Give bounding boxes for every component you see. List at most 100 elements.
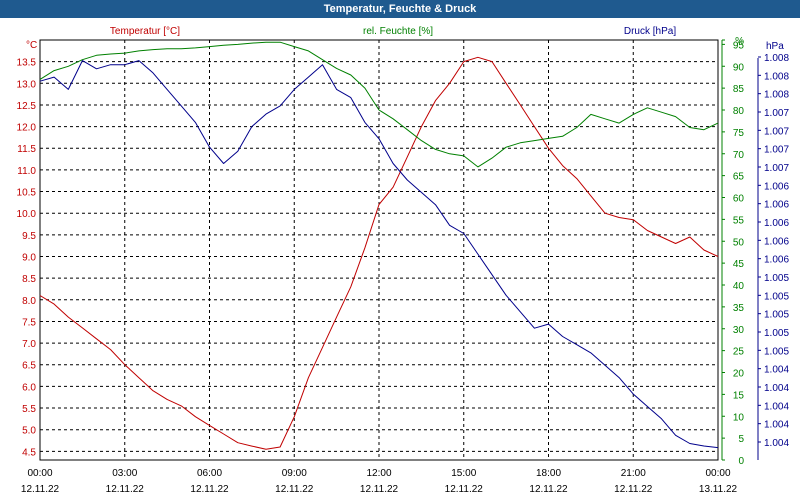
pressure-data-point [67, 88, 70, 91]
time-tick-label: 15:00 [451, 468, 476, 479]
date-tick-label: 13.11.22 [699, 484, 738, 495]
pressure-tick-label: 1.005 [764, 291, 789, 302]
humidity-data-point [505, 146, 508, 149]
humidity-data-point [194, 46, 197, 49]
temperature-data-point [208, 424, 211, 427]
pressure-data-point [406, 179, 409, 182]
pressure-data-point [363, 121, 366, 124]
temperature-data-point [702, 249, 705, 252]
humidity-tick-label: 70 [733, 150, 745, 161]
humidity-tick-label: 25 [733, 347, 745, 358]
pressure-data-point [674, 434, 677, 437]
pressure-data-point [547, 323, 550, 326]
temperature-tick-label: 10.0 [17, 209, 37, 220]
temperature-data-point [646, 229, 649, 232]
pressure-data-point [434, 203, 437, 206]
temperature-data-point [674, 242, 677, 245]
humidity-tick-label: 90 [733, 62, 745, 73]
pressure-data-point [476, 253, 479, 256]
pressure-data-point [505, 294, 508, 297]
humidity-tick-label: 95 [733, 40, 745, 51]
humidity-data-point [632, 113, 635, 116]
pressure-data-point [646, 405, 649, 408]
date-tick-label: 12.11.22 [190, 484, 229, 495]
humidity-data-point [95, 54, 98, 57]
plot-area [39, 39, 719, 461]
temperature-data-point [420, 125, 423, 128]
temperature-data-point [293, 415, 296, 418]
temperature-data-point [349, 285, 352, 288]
pressure-data-point [293, 88, 296, 91]
pressure-data-point [95, 67, 98, 70]
temperature-data-point [618, 216, 621, 219]
pressure-data-point [279, 104, 282, 107]
pressure-tick-label: 1.006 [764, 218, 789, 229]
humidity-tick-label: 60 [733, 194, 745, 205]
humidity-data-point [109, 53, 112, 56]
humidity-tick-label: 45 [733, 259, 745, 270]
temperature-axis: 4.5 5.0 5.5 6.0 6.5 7.0 7.5 8.0 8.5 9.0 9.5 10.0 10.… [17, 58, 37, 459]
temperature-data-point [265, 448, 268, 451]
humidity-data-point [519, 141, 522, 144]
pressure-axis-label: Druck [hPa] [624, 26, 676, 37]
pressure-tick-label: 1.007 [764, 126, 789, 137]
temperature-data-point [632, 218, 635, 221]
pressure-data-point [448, 224, 451, 227]
chart-canvas: Temperatur [°C] rel. Feuchte [%] Druck [… [17, 26, 790, 495]
temperature-data-point [505, 82, 508, 85]
pressure-data-point [180, 104, 183, 107]
temperature-data-point [476, 56, 479, 59]
pressure-data-point [335, 88, 338, 91]
pressure-data-point [265, 113, 268, 116]
series-lines [39, 41, 720, 451]
pressure-series-line [39, 60, 719, 449]
pressure-data-point [392, 162, 395, 165]
pressure-data-point [604, 364, 607, 367]
pressure-tick-label: 1.004 [764, 438, 789, 449]
pressure-data-point [519, 310, 522, 313]
temperature-data-point [236, 441, 239, 444]
humidity-data-point [236, 43, 239, 46]
pressure-data-point [717, 446, 720, 449]
pressure-data-point [152, 71, 155, 74]
date-tick-label: 12.11.22 [21, 484, 60, 495]
humidity-tick-label: 0 [738, 456, 744, 467]
temperature-tick-label: 5.0 [22, 426, 36, 437]
humidity-data-point [265, 41, 268, 44]
pressure-data-point [123, 63, 126, 66]
temperature-data-point [660, 236, 663, 239]
humidity-data-point [307, 49, 310, 52]
humidity-data-point [420, 139, 423, 142]
temperature-data-point [67, 316, 70, 319]
humidity-tick-label: 65 [733, 172, 745, 183]
humidity-data-point [491, 157, 494, 160]
time-tick-label: 03:00 [112, 468, 137, 479]
humidity-data-point [321, 58, 324, 61]
humidity-tick-label: 80 [733, 106, 745, 117]
pressure-data-point [166, 88, 169, 91]
temperature-data-point [575, 177, 578, 180]
pressure-tick-label: 1.006 [764, 181, 789, 192]
pressure-data-point [81, 59, 84, 62]
temperature-data-point [123, 363, 126, 366]
humidity-tick-label: 30 [733, 325, 745, 336]
pressure-tick-label: 1.006 [764, 200, 789, 211]
temperature-data-point [434, 99, 437, 102]
pressure-axis: 1.004 1.004 1.004 1.004 1.004 1.005 1.005 1.005… [757, 53, 789, 460]
temperature-data-point [378, 203, 381, 206]
time-tick-label: 21:00 [621, 468, 646, 479]
pressure-tick-label: 1.004 [764, 383, 789, 394]
humidity-axis-label: rel. Feuchte [%] [363, 26, 433, 37]
humidity-data-point [378, 109, 381, 112]
grid [40, 40, 718, 460]
temperature-data-point [688, 236, 691, 239]
humidity-tick-label: 15 [733, 390, 745, 401]
pressure-data-point [702, 445, 705, 448]
pressure-data-point [660, 417, 663, 420]
humidity-data-point [674, 115, 677, 118]
humidity-data-point [406, 128, 409, 131]
temperature-data-point [81, 326, 84, 329]
humidity-tick-label: % [735, 36, 744, 47]
pressure-data-point [250, 125, 253, 128]
pressure-tick-label: 1.008 [764, 53, 789, 64]
